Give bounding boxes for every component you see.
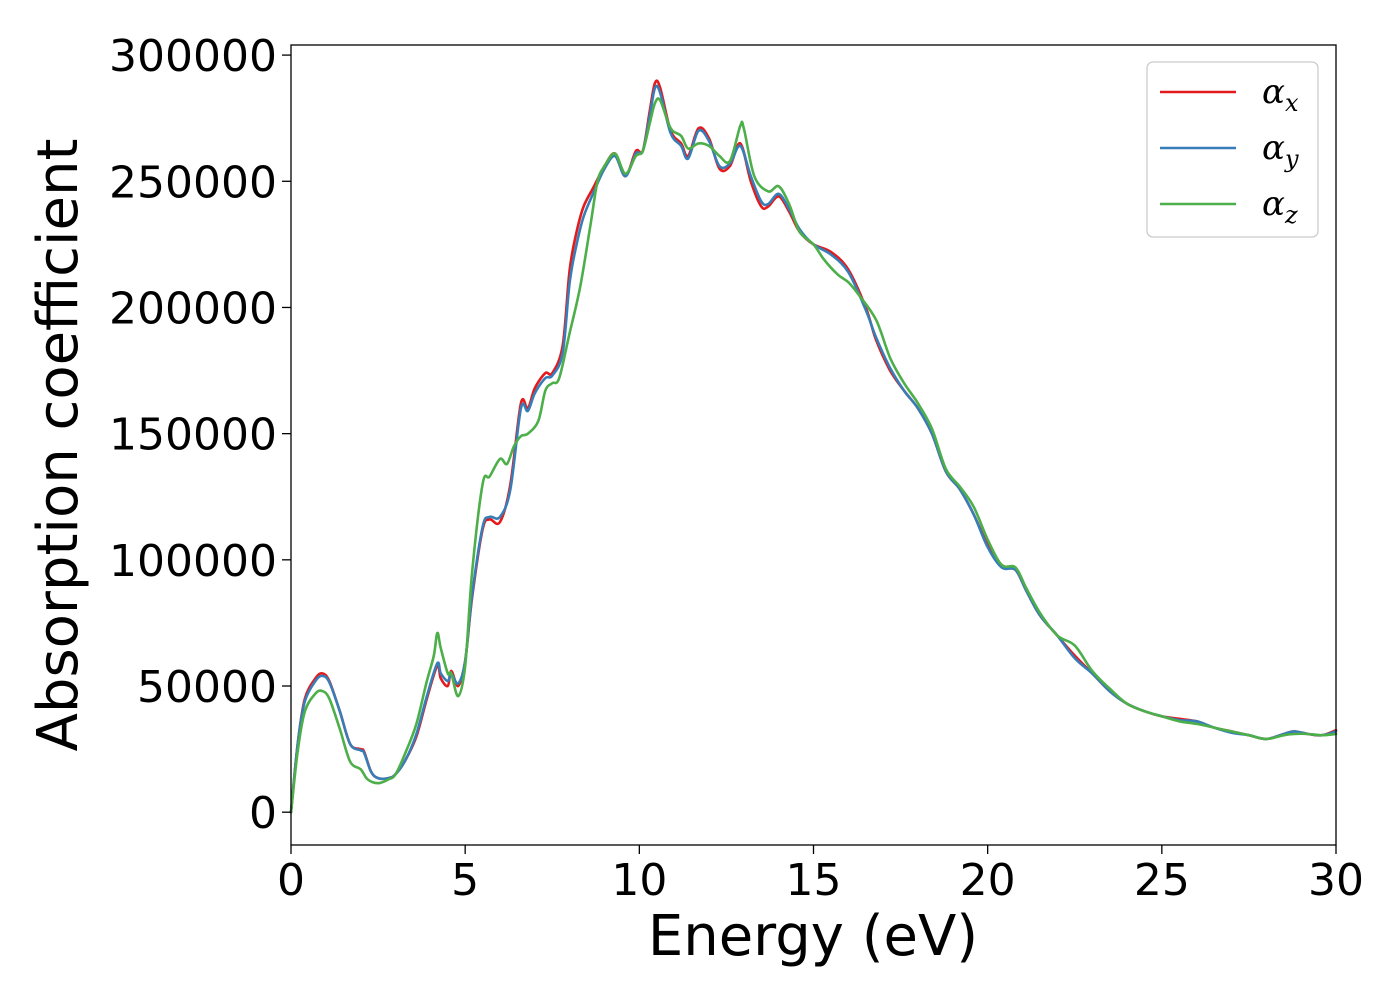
y-tick-label: 250000 — [109, 157, 277, 208]
legend: αx αy αz — [1146, 61, 1319, 238]
legend-label-z: αz — [1262, 184, 1298, 229]
legend-box — [1146, 61, 1319, 238]
x-axis-title: Energy (eV) — [648, 904, 978, 969]
y-tick-label: 150000 — [109, 410, 277, 461]
x-tick-label: 15 — [786, 855, 842, 906]
series-line-z — [289, 97, 1338, 814]
legend-label-x: αx — [1262, 72, 1299, 117]
plot-lines — [289, 79, 1338, 814]
x-axis-ticks: 0 5 10 15 20 25 30 — [277, 845, 1364, 906]
y-tick-label: 0 — [249, 788, 277, 839]
x-tick-label: 20 — [960, 855, 1016, 906]
x-tick-label: 25 — [1134, 855, 1190, 906]
x-tick-label: 5 — [451, 855, 479, 906]
y-axis-title: Absorption coefficient — [26, 139, 91, 752]
y-tick-label: 200000 — [109, 283, 277, 334]
y-tick-label: 100000 — [109, 536, 277, 587]
x-tick-label: 10 — [611, 855, 667, 906]
legend-label-y: αy — [1262, 128, 1299, 173]
y-tick-label: 300000 — [109, 31, 277, 82]
y-tick-label: 50000 — [137, 662, 277, 713]
series-line-y — [289, 84, 1338, 814]
x-tick-label: 30 — [1308, 855, 1364, 906]
y-axis-ticks: 0 50000 100000 150000 200000 250000 300000 — [109, 31, 291, 839]
x-tick-label: 0 — [277, 855, 305, 906]
legend-items: αx αy αz — [1160, 72, 1299, 229]
